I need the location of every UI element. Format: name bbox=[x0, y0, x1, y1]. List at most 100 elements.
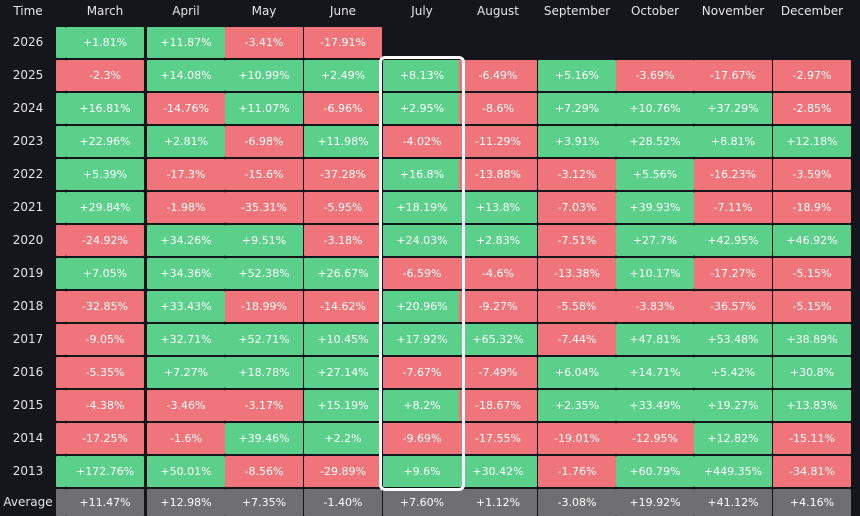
cell-2013-july: +9.6% bbox=[383, 456, 461, 487]
cell-2018-march: -32.85% bbox=[66, 291, 144, 322]
cell-2016-june: +27.14% bbox=[304, 357, 382, 388]
cell-2016-may: +18.78% bbox=[225, 357, 303, 388]
row-label-2021: 2021 bbox=[12, 200, 44, 214]
cell-2023-september: +3.91% bbox=[538, 126, 616, 157]
cell-2018-april: +33.43% bbox=[147, 291, 225, 322]
average-cell-may: +7.35% bbox=[225, 489, 303, 516]
cell-2021-october: +39.93% bbox=[616, 192, 694, 223]
cell-2015-august: -18.67% bbox=[459, 390, 537, 421]
cell-2014-june: +2.2% bbox=[304, 423, 382, 454]
cell-2013-june: -29.89% bbox=[304, 456, 382, 487]
column-header-july: July bbox=[411, 4, 433, 18]
row-label-2015: 2015 bbox=[12, 398, 44, 412]
cell-2018-may: -18.99% bbox=[225, 291, 303, 322]
cell-2026-may: -3.41% bbox=[225, 27, 303, 58]
cell-2014-december: -15.11% bbox=[773, 423, 851, 454]
column-header-november: November bbox=[701, 4, 765, 18]
average-edge-stripe bbox=[56, 489, 66, 516]
cell-2019-may: +52.38% bbox=[225, 258, 303, 289]
cell-2024-april: -14.76% bbox=[147, 93, 225, 124]
column-header-april: April bbox=[172, 4, 200, 18]
cell-2020-march: -24.92% bbox=[66, 225, 144, 256]
cell-2022-september: -3.12% bbox=[538, 159, 616, 190]
cell-2023-march: +22.96% bbox=[66, 126, 144, 157]
cell-2014-april: -1.6% bbox=[147, 423, 225, 454]
cell-2015-september: +2.35% bbox=[538, 390, 616, 421]
cell-2015-april: -3.46% bbox=[147, 390, 225, 421]
row-edge-stripe bbox=[56, 60, 66, 91]
cell-2025-september: +5.16% bbox=[538, 60, 616, 91]
cell-2014-september: -19.01% bbox=[538, 423, 616, 454]
cell-2020-june: -3.18% bbox=[304, 225, 382, 256]
cell-2021-march: +29.84% bbox=[66, 192, 144, 223]
cell-2022-july: +16.8% bbox=[383, 159, 461, 190]
cell-2023-may: -6.98% bbox=[225, 126, 303, 157]
cell-2015-october: +33.49% bbox=[616, 390, 694, 421]
row-label-2020: 2020 bbox=[12, 233, 44, 247]
cell-2017-august: +65.32% bbox=[459, 324, 537, 355]
cell-2024-march: +16.81% bbox=[66, 93, 144, 124]
column-header-august: August bbox=[477, 4, 519, 18]
row-edge-stripe bbox=[56, 126, 66, 157]
cell-2023-october: +28.52% bbox=[616, 126, 694, 157]
cell-2024-november: +37.29% bbox=[694, 93, 772, 124]
cell-2020-december: +46.92% bbox=[773, 225, 851, 256]
cell-2023-april: +2.81% bbox=[147, 126, 225, 157]
cell-2013-may: -8.56% bbox=[225, 456, 303, 487]
row-edge-stripe bbox=[56, 93, 66, 124]
cell-2018-august: -9.27% bbox=[459, 291, 537, 322]
cell-2014-march: -17.25% bbox=[66, 423, 144, 454]
row-edge-stripe bbox=[56, 291, 66, 322]
cell-2017-may: +52.71% bbox=[225, 324, 303, 355]
average-cell-october: +19.92% bbox=[616, 489, 694, 516]
cell-2017-september: -7.44% bbox=[538, 324, 616, 355]
row-label-2025: 2025 bbox=[12, 68, 44, 82]
column-header-may: May bbox=[251, 4, 277, 18]
row-edge-stripe bbox=[56, 258, 66, 289]
row-edge-stripe bbox=[56, 192, 66, 223]
cell-2017-june: +10.45% bbox=[304, 324, 382, 355]
row-edge-stripe bbox=[56, 159, 66, 190]
cell-2021-september: -7.03% bbox=[538, 192, 616, 223]
column-header-october: October bbox=[630, 4, 680, 18]
cell-2017-december: +38.89% bbox=[773, 324, 851, 355]
average-cell-november: +41.12% bbox=[694, 489, 772, 516]
column-header-june: June bbox=[329, 4, 357, 18]
cell-2023-july: -4.02% bbox=[383, 126, 461, 157]
cell-2018-october: -3.83% bbox=[616, 291, 694, 322]
cell-2016-november: +5.42% bbox=[694, 357, 772, 388]
row-label-2019: 2019 bbox=[12, 266, 44, 280]
row-label-2022: 2022 bbox=[12, 167, 44, 181]
cell-2018-july: +20.96% bbox=[383, 291, 461, 322]
cell-2013-september: -1.76% bbox=[538, 456, 616, 487]
cell-2016-october: +14.71% bbox=[616, 357, 694, 388]
cell-2026-april: +11.87% bbox=[147, 27, 225, 58]
cell-2025-march: -2.3% bbox=[66, 60, 144, 91]
cell-2024-december: -2.85% bbox=[773, 93, 851, 124]
cell-2019-december: -5.15% bbox=[773, 258, 851, 289]
cell-2017-april: +32.71% bbox=[147, 324, 225, 355]
cell-2022-june: -37.28% bbox=[304, 159, 382, 190]
cell-2013-october: +60.79% bbox=[616, 456, 694, 487]
average-cell-december: +4.16% bbox=[773, 489, 851, 516]
cell-2025-november: -17.67% bbox=[694, 60, 772, 91]
row-edge-stripe bbox=[56, 390, 66, 421]
cell-2013-november: +449.35% bbox=[694, 456, 772, 487]
cell-2020-october: +27.7% bbox=[616, 225, 694, 256]
row-label-2014: 2014 bbox=[12, 431, 44, 445]
cell-2019-july: -6.59% bbox=[383, 258, 461, 289]
row-edge-stripe bbox=[56, 225, 66, 256]
row-edge-stripe bbox=[56, 324, 66, 355]
cell-2020-august: +2.83% bbox=[459, 225, 537, 256]
cell-2022-october: +5.56% bbox=[616, 159, 694, 190]
cell-2017-october: +47.81% bbox=[616, 324, 694, 355]
average-row-label: Average bbox=[3, 495, 53, 509]
cell-2013-march: +172.76% bbox=[66, 456, 144, 487]
cell-2023-june: +11.98% bbox=[304, 126, 382, 157]
cell-2023-december: +12.18% bbox=[773, 126, 851, 157]
cell-2021-november: -7.11% bbox=[694, 192, 772, 223]
cell-2020-may: +9.51% bbox=[225, 225, 303, 256]
cell-2017-march: -9.05% bbox=[66, 324, 144, 355]
row-edge-stripe bbox=[56, 423, 66, 454]
